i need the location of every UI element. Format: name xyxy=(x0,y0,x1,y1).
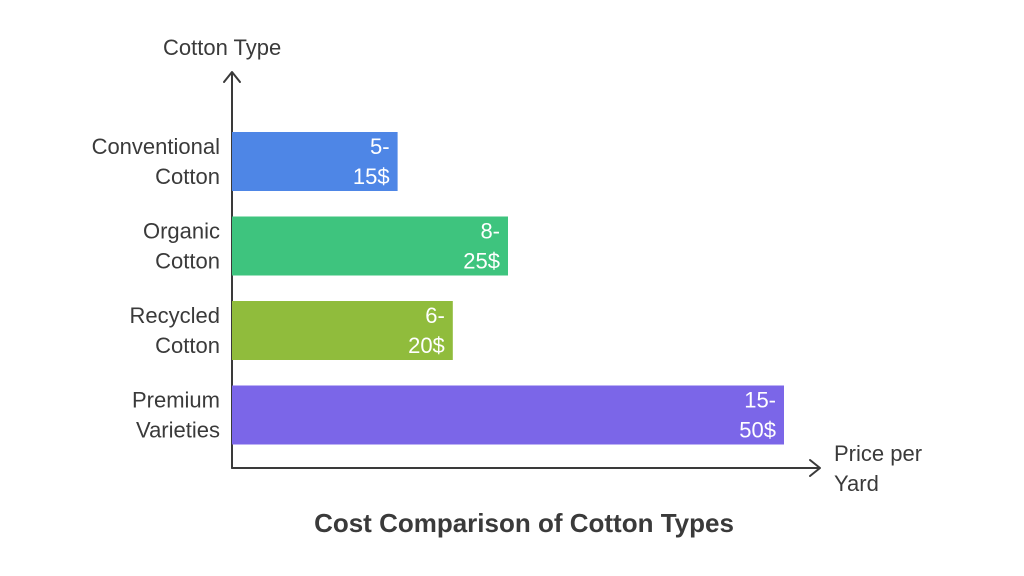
category-labels-group: Conventional Cotton Organic Cotton Recycled C… xyxy=(92,134,220,443)
bar-0 xyxy=(232,132,398,191)
bar-2 xyxy=(232,301,453,360)
bar-value-label-1: 8-25$ xyxy=(463,219,500,274)
chart-title: Cost Comparison of Cotton Types xyxy=(314,508,734,538)
bar-1 xyxy=(232,216,508,276)
bar-3 xyxy=(232,385,784,445)
x-axis-arrow-icon xyxy=(809,459,821,477)
x-axis-label: Price per Yard xyxy=(834,441,928,496)
bar-value-label-3: 15-50$ xyxy=(739,388,776,443)
y-axis-label: Cotton Type xyxy=(163,35,281,60)
category-label-3: Premium Varieties xyxy=(132,388,220,443)
category-label-0: Conventional Cotton xyxy=(92,134,220,189)
category-label-2: Recycled Cotton xyxy=(130,303,220,358)
category-label-1: Organic Cotton xyxy=(143,219,220,274)
bar-value-label-2: 6-20$ xyxy=(408,303,445,358)
bar-value-label-0: 5-15$ xyxy=(353,134,390,189)
y-axis-arrow-icon xyxy=(223,71,241,83)
bars-group: 5-15$ 8-25$ 6-20$ 15-50$ xyxy=(232,132,784,445)
